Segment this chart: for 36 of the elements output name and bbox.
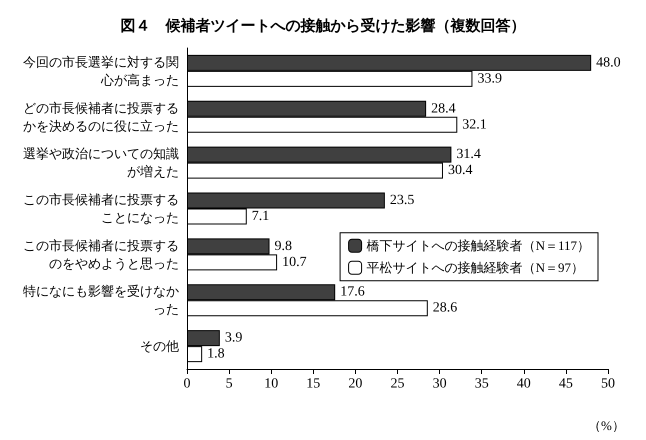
x-tick-label: 50: [601, 376, 615, 392]
x-axis-title: （%）: [588, 418, 625, 433]
data-label: 48.0: [596, 55, 621, 70]
x-tick-label: 25: [390, 376, 404, 392]
y-tick-label: この市長候補者に投票することになった: [23, 192, 179, 225]
x-tick-label: 5: [226, 376, 233, 392]
x-tick-label: 30: [432, 376, 447, 392]
y-tick-label: 特になにも影響を受けなかった: [23, 284, 179, 317]
data-label: 10.7: [282, 254, 307, 270]
chart-title: 図４ 候補者ツイートへの接触から受けた影響（複数回答）: [120, 18, 526, 34]
data-label: 28.4: [431, 101, 456, 116]
x-tick-label: 10: [264, 376, 278, 392]
x-tick-label: 40: [516, 376, 531, 392]
data-label: 30.4: [448, 163, 472, 178]
y-tick-label: どの市長候補者に投票するかを決めるのに役に立った: [23, 100, 179, 134]
y-tick-label: その他: [140, 338, 179, 354]
x-tick-label: 45: [558, 376, 573, 392]
x-tick-label: 35: [474, 376, 489, 392]
data-label: 28.6: [432, 300, 458, 316]
x-tick-label: 15: [306, 376, 320, 392]
data-label: 31.4: [456, 147, 481, 162]
x-tick-label: 20: [348, 376, 362, 392]
y-tick-label: この市長候補者に投票するのをやめようと思った: [23, 238, 179, 271]
data-label: 23.5: [390, 193, 414, 208]
data-label: 3.9: [224, 330, 242, 346]
legend-label: 橋下サイトへの接触経験者（N＝117）: [366, 238, 590, 254]
data-label: 9.8: [274, 238, 292, 254]
data-label: 1.8: [207, 346, 225, 362]
y-tick-label: 選挙や政治についての知識が増えた: [23, 146, 179, 180]
x-tick-label: 0: [184, 376, 190, 392]
data-label: 7.1: [252, 209, 270, 224]
data-label: 32.1: [462, 117, 487, 132]
data-label: 33.9: [477, 71, 502, 86]
legend-label: 平松サイトへの接触経験者（N＝97）: [366, 260, 584, 276]
y-tick-label: 今回の市長選挙に対する関心が高まった: [23, 54, 179, 88]
data-label: 17.6: [340, 284, 365, 300]
